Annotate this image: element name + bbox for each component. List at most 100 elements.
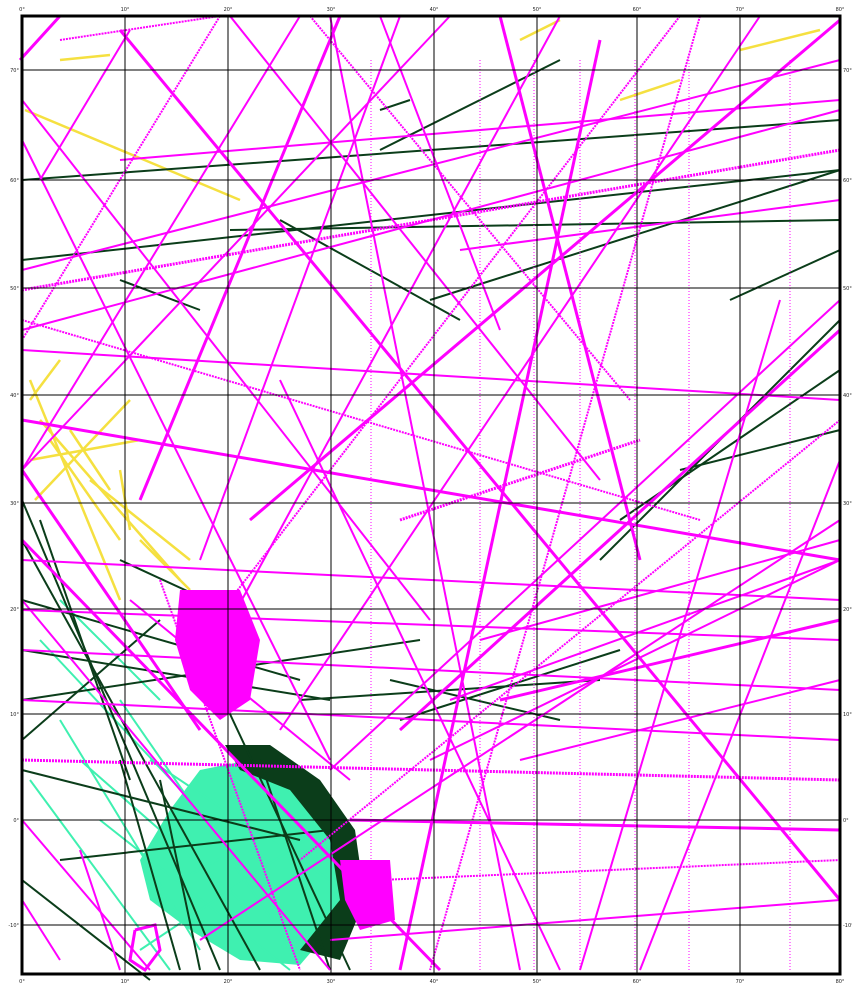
top-tick-label: 70° [736,7,745,13]
left-tick-label: 30° [10,501,19,507]
magenta-track [219,15,561,641]
magenta-track [199,519,841,941]
tick-labels: 0° 10° 20° 30° 40° 50° 60° 70° 80° 0° 10° 20° 30° 40°… [8,7,852,985]
bottom-tick-label: 40° [430,979,439,985]
magenta-dense-cluster [175,590,260,720]
magenta-track [21,699,841,741]
dark-green-track [21,769,301,841]
magenta-track [21,139,331,761]
yellow-track [68,429,112,491]
right-tick-label: 70° [843,68,852,74]
magenta-track [21,609,841,641]
magenta-track [398,328,842,732]
top-tick-label: 10° [121,7,130,13]
left-tick-label: 70° [10,68,19,74]
magenta-track [309,15,631,401]
yellow-tracks [24,18,821,601]
dark-green-track [21,879,151,981]
right-tick-label: 50° [843,286,852,292]
left-tick-label: 50° [10,286,19,292]
dark-green-track [299,679,601,701]
bottom-tick-label: 0° [19,979,25,985]
top-tick-label: 50° [533,7,542,13]
bottom-tick-label: 20° [224,979,233,985]
magenta-track [519,679,841,761]
magenta-track [429,15,701,971]
dark-green-track [389,679,561,721]
top-tick-label: 40° [430,7,439,13]
right-tick-label: 0° [843,818,849,824]
yellow-track [739,28,821,52]
dark-green-track [21,169,841,261]
right-tick-label: 10° [843,712,852,718]
yellow-track [59,53,111,62]
magenta-track [279,15,761,731]
bottom-tick-label: 10° [121,979,130,985]
right-tick-label: 60° [843,178,852,184]
magenta-track [379,859,841,881]
magenta-track [21,899,61,961]
right-tick-label: 30° [843,501,852,507]
bottom-tick-label: 80° [836,979,845,985]
magenta-track [21,15,451,471]
magenta-track [229,15,601,481]
left-tick-label: 40° [10,393,19,399]
magenta-track [329,299,841,771]
right-tick-label: 40° [843,393,852,399]
magenta-track [21,349,841,401]
left-tick-label: 10° [10,712,19,718]
magenta-track [21,819,151,971]
magenta-track [399,438,641,522]
magenta-track [329,15,521,971]
magenta-track [20,469,202,731]
right-tick-label: -10° [843,923,852,929]
teal-coverage-area [140,760,350,965]
magenta-track [21,319,701,521]
top-tick-label: 60° [633,7,642,13]
magenta-track [21,559,841,601]
left-tick-label: -10° [8,923,19,929]
bottom-tick-label: 60° [633,979,642,985]
dark-green-track [21,649,331,701]
map-frame [20,14,842,976]
teal-track [99,819,291,971]
yellow-track [24,108,241,202]
magenta-loop-track [128,923,162,973]
magenta-track [499,618,841,702]
magenta-dense-cluster [340,860,395,930]
magenta-track [79,849,121,971]
dark-green-track [119,759,181,971]
right-tick-label: 20° [843,607,852,613]
magenta-track [21,649,841,691]
magenta-track [329,899,841,941]
dark-green-track [379,99,411,111]
magenta-track [21,99,431,621]
magenta-track [21,148,841,292]
magenta-track [379,15,501,331]
magenta-track [349,818,841,832]
dark-green-track [679,429,841,471]
magenta-track [21,15,301,471]
yellow-track [39,419,181,581]
yellow-track [519,18,561,42]
yellow-track [619,78,681,102]
teal-track [59,719,201,951]
magenta-track [18,14,62,62]
left-tick-label: 20° [10,607,19,613]
magenta-track [449,559,841,701]
left-tick-label: 0° [13,818,19,824]
teal-track [29,779,171,971]
magenta-track [459,199,841,251]
green-coverage-edge [225,745,365,960]
dark-green-track [119,279,201,311]
yellow-track [29,359,61,401]
top-tick-label: 30° [327,7,336,13]
magenta-track [479,539,841,641]
magenta-track [579,299,781,971]
yellow-track [89,479,191,561]
dark-green-track [279,219,461,321]
dark-green-track [21,499,221,971]
dark-green-track [159,779,201,971]
top-tick-label: 20° [224,7,233,13]
